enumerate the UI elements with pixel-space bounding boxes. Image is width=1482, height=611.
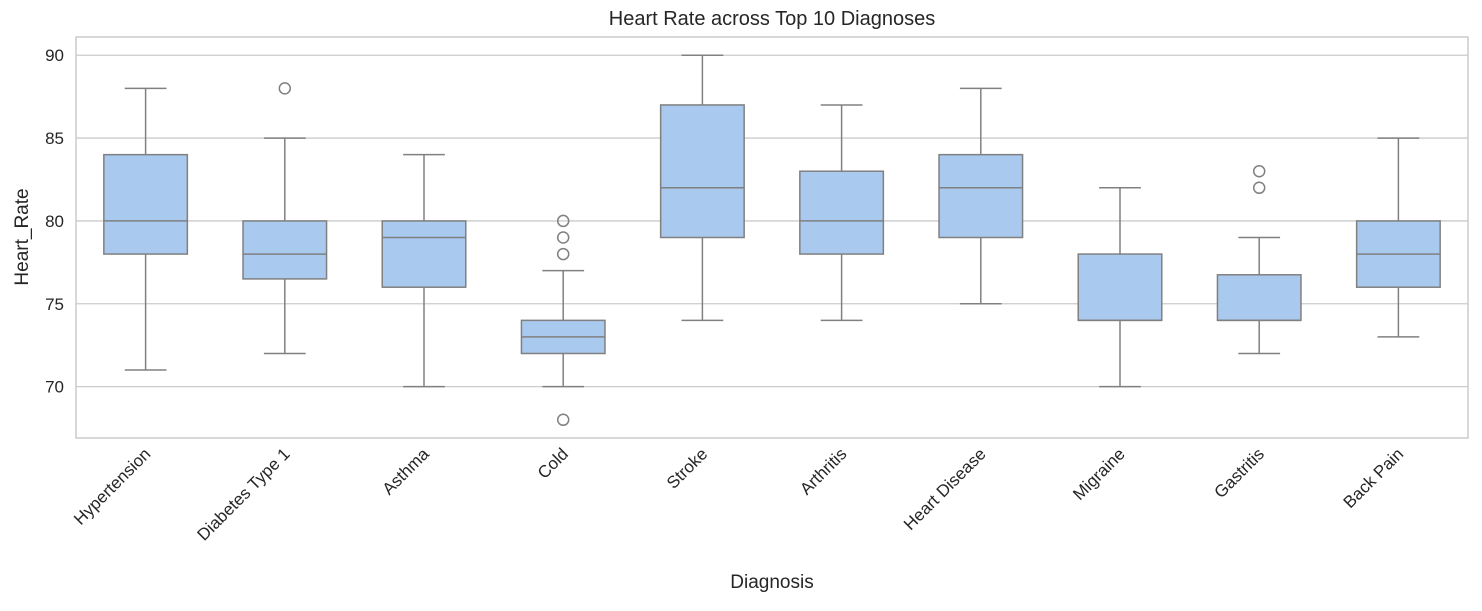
x-axis-label: Diagnosis xyxy=(730,572,813,593)
box-group-back-pain xyxy=(1355,137,1441,338)
iqr-box xyxy=(242,220,328,280)
y-tick-label: 75 xyxy=(45,295,64,314)
outlier-point xyxy=(556,231,570,244)
iqr-box xyxy=(1077,253,1163,322)
outlier-point xyxy=(556,247,570,261)
iqr-box xyxy=(103,153,189,255)
x-tick-label: Hypertension xyxy=(70,444,154,528)
iqr-box xyxy=(381,220,467,288)
box-group-asthma xyxy=(381,153,467,388)
y-tick-label: 80 xyxy=(45,212,64,231)
outlier-point xyxy=(1252,164,1266,178)
iqr-box xyxy=(799,170,885,255)
x-tick-label: Heart Disease xyxy=(900,444,990,534)
box-layer xyxy=(103,54,1441,427)
x-tick-label: Arthritis xyxy=(796,444,850,498)
outlier-point xyxy=(278,82,292,95)
box-group-diabetes-type-1 xyxy=(242,82,328,355)
x-tick-label: Migraine xyxy=(1069,444,1129,504)
box-group-migraine xyxy=(1077,187,1163,388)
y-tick-labels: 70 75 80 85 90 xyxy=(45,46,64,396)
chart-title: Heart Rate across Top 10 Diagnoses xyxy=(609,8,935,30)
y-tick-label: 70 xyxy=(45,378,64,397)
outlier-point xyxy=(556,413,570,427)
x-tick-label: Gastritis xyxy=(1211,444,1269,502)
y-axis-label: Heart_Rate xyxy=(12,188,33,285)
iqr-box xyxy=(659,104,745,239)
x-tick-label: Back Pain xyxy=(1340,444,1408,512)
outlier-point xyxy=(1252,181,1266,195)
iqr-box xyxy=(1216,274,1302,322)
x-tick-label: Cold xyxy=(534,444,572,482)
iqr-box xyxy=(938,153,1024,239)
y-tick-label: 90 xyxy=(45,46,64,65)
x-tick-labels: Hypertension Diabetes Type 1 Asthma Cold Str… xyxy=(70,444,1407,544)
x-tick-label: Stroke xyxy=(663,444,711,492)
outlier-point xyxy=(556,214,570,228)
box-group-gastritis xyxy=(1216,164,1302,355)
box-group-cold xyxy=(520,214,606,427)
x-tick-label: Asthma xyxy=(379,444,434,499)
y-tick-label: 85 xyxy=(45,129,64,148)
box-group-arthritis xyxy=(799,104,885,322)
box-group-stroke xyxy=(659,54,745,322)
box-group-hypertension xyxy=(103,87,189,371)
x-tick-label: Diabetes Type 1 xyxy=(194,444,294,544)
box-group-heart-disease xyxy=(938,87,1024,305)
plot-frame xyxy=(75,36,1469,439)
